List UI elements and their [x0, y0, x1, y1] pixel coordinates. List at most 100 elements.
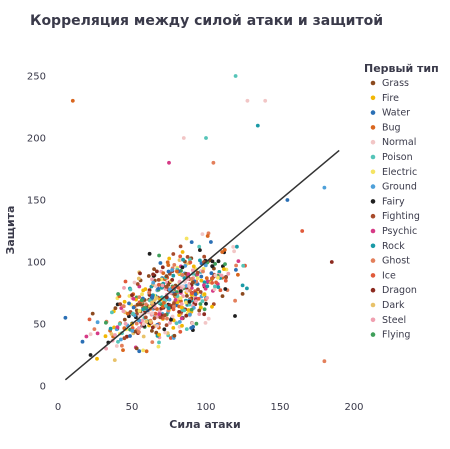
- scatter-point: [152, 267, 157, 271]
- scatter-point: [130, 328, 135, 333]
- scatter-point: [158, 315, 163, 320]
- scatter-point: [115, 325, 120, 329]
- scatter-point: [162, 301, 166, 305]
- scatter-point: [110, 310, 114, 315]
- y-axis-label: Защита: [4, 206, 17, 255]
- scatter-point: [175, 269, 179, 274]
- scatter-point: [198, 290, 203, 294]
- scatter-point: [194, 299, 198, 304]
- scatter-point: [137, 309, 142, 313]
- scatter-point: [127, 301, 131, 306]
- x-tick-label: 0: [55, 402, 61, 413]
- scatter-point: [184, 313, 189, 318]
- scatter-point: [172, 301, 176, 306]
- scatter-point: [201, 269, 205, 274]
- legend-item-label: Psychic: [382, 226, 417, 237]
- scatter-point: [136, 276, 141, 281]
- x-tick-label: 150: [270, 402, 289, 413]
- legend-item-label: Grass: [382, 78, 409, 89]
- legend-swatch: [370, 287, 376, 293]
- legend-item-label: Steel: [382, 315, 406, 326]
- scatter-point: [150, 340, 155, 344]
- scatter-point: [216, 259, 221, 264]
- scatter-point: [117, 322, 122, 326]
- scatter-point: [199, 274, 204, 279]
- scatter-point: [232, 249, 237, 254]
- scatter-point: [108, 326, 113, 331]
- scatter-point: [220, 294, 225, 298]
- scatter-point: [120, 343, 124, 348]
- scatter-point: [121, 304, 126, 309]
- scatter-point: [88, 332, 93, 337]
- scatter-point: [205, 284, 210, 289]
- scatter-point: [322, 359, 327, 364]
- scatter-point: [202, 312, 207, 317]
- scatter-point: [197, 312, 202, 316]
- x-axis-label: Сила атаки: [169, 418, 240, 431]
- scatter-point: [164, 274, 169, 279]
- scatter-point: [216, 285, 221, 289]
- scatter-point: [122, 286, 126, 290]
- scatter-point: [211, 302, 216, 306]
- scatter-point: [141, 322, 146, 326]
- scatter-point: [113, 306, 118, 311]
- legend-swatch: [370, 154, 376, 160]
- scatter-point: [144, 349, 149, 354]
- scatter-point: [130, 293, 134, 297]
- scatter-point: [141, 307, 146, 312]
- scatter-point: [203, 263, 208, 268]
- scatter-point: [168, 321, 172, 325]
- scatter-point: [190, 277, 194, 281]
- scatter-point: [151, 280, 156, 285]
- legend-swatch: [370, 125, 376, 130]
- scatter-point: [178, 296, 183, 300]
- scatter-point: [184, 284, 189, 288]
- legend-item-label: Bug: [382, 122, 401, 133]
- y-tick-label: 200: [27, 134, 46, 145]
- y-tick-label: 150: [27, 196, 46, 207]
- scatter-point: [178, 289, 183, 293]
- scatter-point: [212, 287, 217, 292]
- scatter-point: [204, 276, 209, 280]
- scatter-point: [202, 283, 206, 287]
- legend-swatch: [370, 184, 376, 189]
- scatter-point: [164, 303, 168, 308]
- y-tick-label: 50: [33, 320, 46, 331]
- scatter-point: [236, 272, 240, 277]
- scatter-point: [123, 279, 128, 284]
- scatter-point: [191, 280, 195, 285]
- legend-swatch: [370, 243, 376, 249]
- scatter-point: [166, 306, 171, 311]
- scatter-point: [156, 278, 161, 282]
- scatter-point: [210, 264, 215, 268]
- scatter-point: [189, 240, 194, 245]
- scatter-point: [172, 263, 177, 267]
- scatter-point: [178, 329, 183, 334]
- scatter-point: [189, 307, 194, 312]
- scatter-point: [205, 234, 210, 238]
- scatter-point: [197, 244, 202, 249]
- scatter-point: [155, 324, 160, 328]
- scatter-point: [164, 323, 169, 327]
- scatter-point: [223, 287, 228, 291]
- legend-swatch: [370, 110, 376, 115]
- scatter-point: [210, 276, 215, 281]
- scatter-point: [187, 284, 192, 288]
- scatter-point: [173, 292, 177, 297]
- scatter-point: [95, 320, 100, 325]
- scatter-point: [157, 332, 162, 337]
- y-tick-label: 250: [27, 72, 46, 83]
- scatter-point: [199, 278, 204, 283]
- legend-swatch: [370, 199, 376, 204]
- scatter-point: [186, 308, 191, 312]
- scatter-point: [137, 295, 142, 299]
- scatter-point: [183, 264, 188, 268]
- legend-item-label: Rock: [382, 241, 405, 252]
- scatter-point: [104, 346, 108, 351]
- axis-ticks: 0 50 100 150 200 0 50 100 150 200 250: [27, 72, 364, 414]
- scatter-point: [150, 325, 155, 330]
- y-tick-label: 0: [40, 382, 46, 393]
- scatter-point: [234, 268, 238, 272]
- scatter-point: [171, 252, 176, 256]
- scatter-point: [203, 321, 208, 325]
